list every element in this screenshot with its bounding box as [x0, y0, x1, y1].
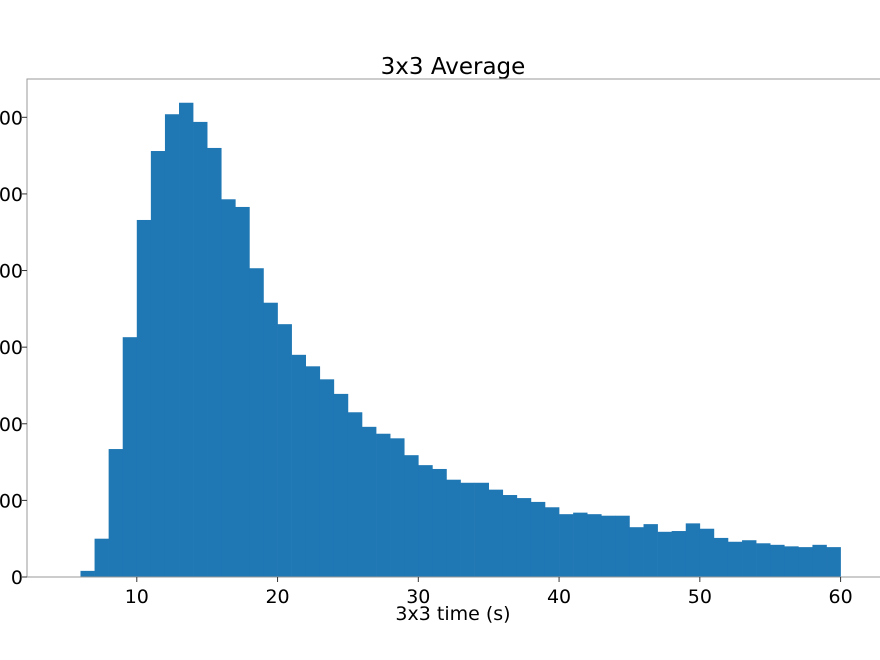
y-tick-label: 600 — [0, 107, 23, 129]
histogram-bar — [432, 468, 447, 577]
histogram-bar — [263, 302, 278, 577]
histogram-bar — [474, 482, 489, 577]
histogram-bar — [277, 324, 292, 577]
y-tick-label: 400 — [0, 261, 23, 283]
histogram-bar — [390, 438, 405, 577]
histogram-bar — [770, 544, 785, 577]
histogram-bar — [221, 199, 236, 578]
histogram-bar — [136, 219, 152, 578]
histogram-bar — [784, 546, 799, 577]
histogram-bar — [742, 540, 757, 577]
histogram-bar — [179, 102, 194, 578]
chart-title: 3x3 Average — [381, 54, 526, 80]
histogram-bar — [699, 528, 715, 577]
histogram-bar — [460, 482, 475, 577]
histogram-bar — [305, 366, 321, 577]
y-tick-label: 500 — [0, 184, 23, 206]
plot-frame — [26, 78, 880, 578]
histogram-bar — [122, 337, 138, 577]
histogram-bar — [713, 537, 729, 577]
histogram-bar — [798, 547, 813, 577]
histogram-bar — [826, 547, 841, 577]
histogram-bar — [756, 543, 771, 577]
histogram-bar — [207, 147, 222, 577]
histogram-bar — [80, 570, 95, 577]
x-tick-label: 10 — [125, 586, 149, 608]
x-tick-label: 60 — [828, 586, 852, 608]
histogram-bar — [94, 538, 109, 577]
histogram-bar — [587, 514, 602, 577]
histogram-bar — [544, 507, 560, 577]
histogram-bar — [629, 527, 644, 577]
x-tick-label: 50 — [688, 586, 712, 608]
histogram-bar — [235, 206, 250, 577]
histogram-bar — [446, 479, 461, 577]
histogram-bar — [657, 531, 672, 577]
histogram-bar — [643, 524, 658, 577]
histogram-bar — [615, 515, 630, 577]
x-tick-label: 40 — [547, 586, 571, 608]
histogram-bar — [727, 541, 743, 577]
histogram-bar — [164, 114, 180, 578]
histogram-bar — [530, 501, 546, 577]
histogram-bar — [685, 523, 701, 577]
bars — [80, 102, 841, 578]
histogram-bar — [516, 498, 532, 577]
axes: 1020304050600100200300400500600 — [0, 78, 880, 608]
histogram-bar — [362, 426, 377, 577]
histogram-bar — [347, 412, 363, 577]
histogram-bar — [404, 455, 419, 577]
y-tick-label: 100 — [0, 490, 23, 512]
histogram-bar — [559, 514, 574, 577]
histogram-bar — [376, 433, 391, 577]
histogram-bar — [150, 151, 166, 577]
histogram-bar — [418, 465, 433, 577]
x-tick-label: 20 — [265, 586, 289, 608]
histogram-bar — [601, 515, 616, 577]
histogram-bar — [249, 268, 264, 577]
histogram-bar — [573, 512, 588, 577]
x-tick-label: 30 — [406, 586, 430, 608]
histogram-bar — [502, 495, 518, 577]
histogram-bar — [291, 354, 307, 577]
histogram-bar — [488, 489, 504, 577]
histogram-bar — [812, 544, 827, 577]
histogram-bar — [319, 379, 335, 577]
y-tick-label: 200 — [0, 414, 23, 436]
histogram-bar — [193, 121, 208, 578]
histogram-bar — [108, 449, 124, 577]
y-tick-label: 300 — [0, 337, 23, 359]
histogram-bar — [671, 531, 687, 577]
x-axis-label: 3x3 time (s) — [395, 603, 510, 625]
y-tick-label: 0 — [11, 567, 23, 589]
histogram-bar — [333, 393, 349, 577]
